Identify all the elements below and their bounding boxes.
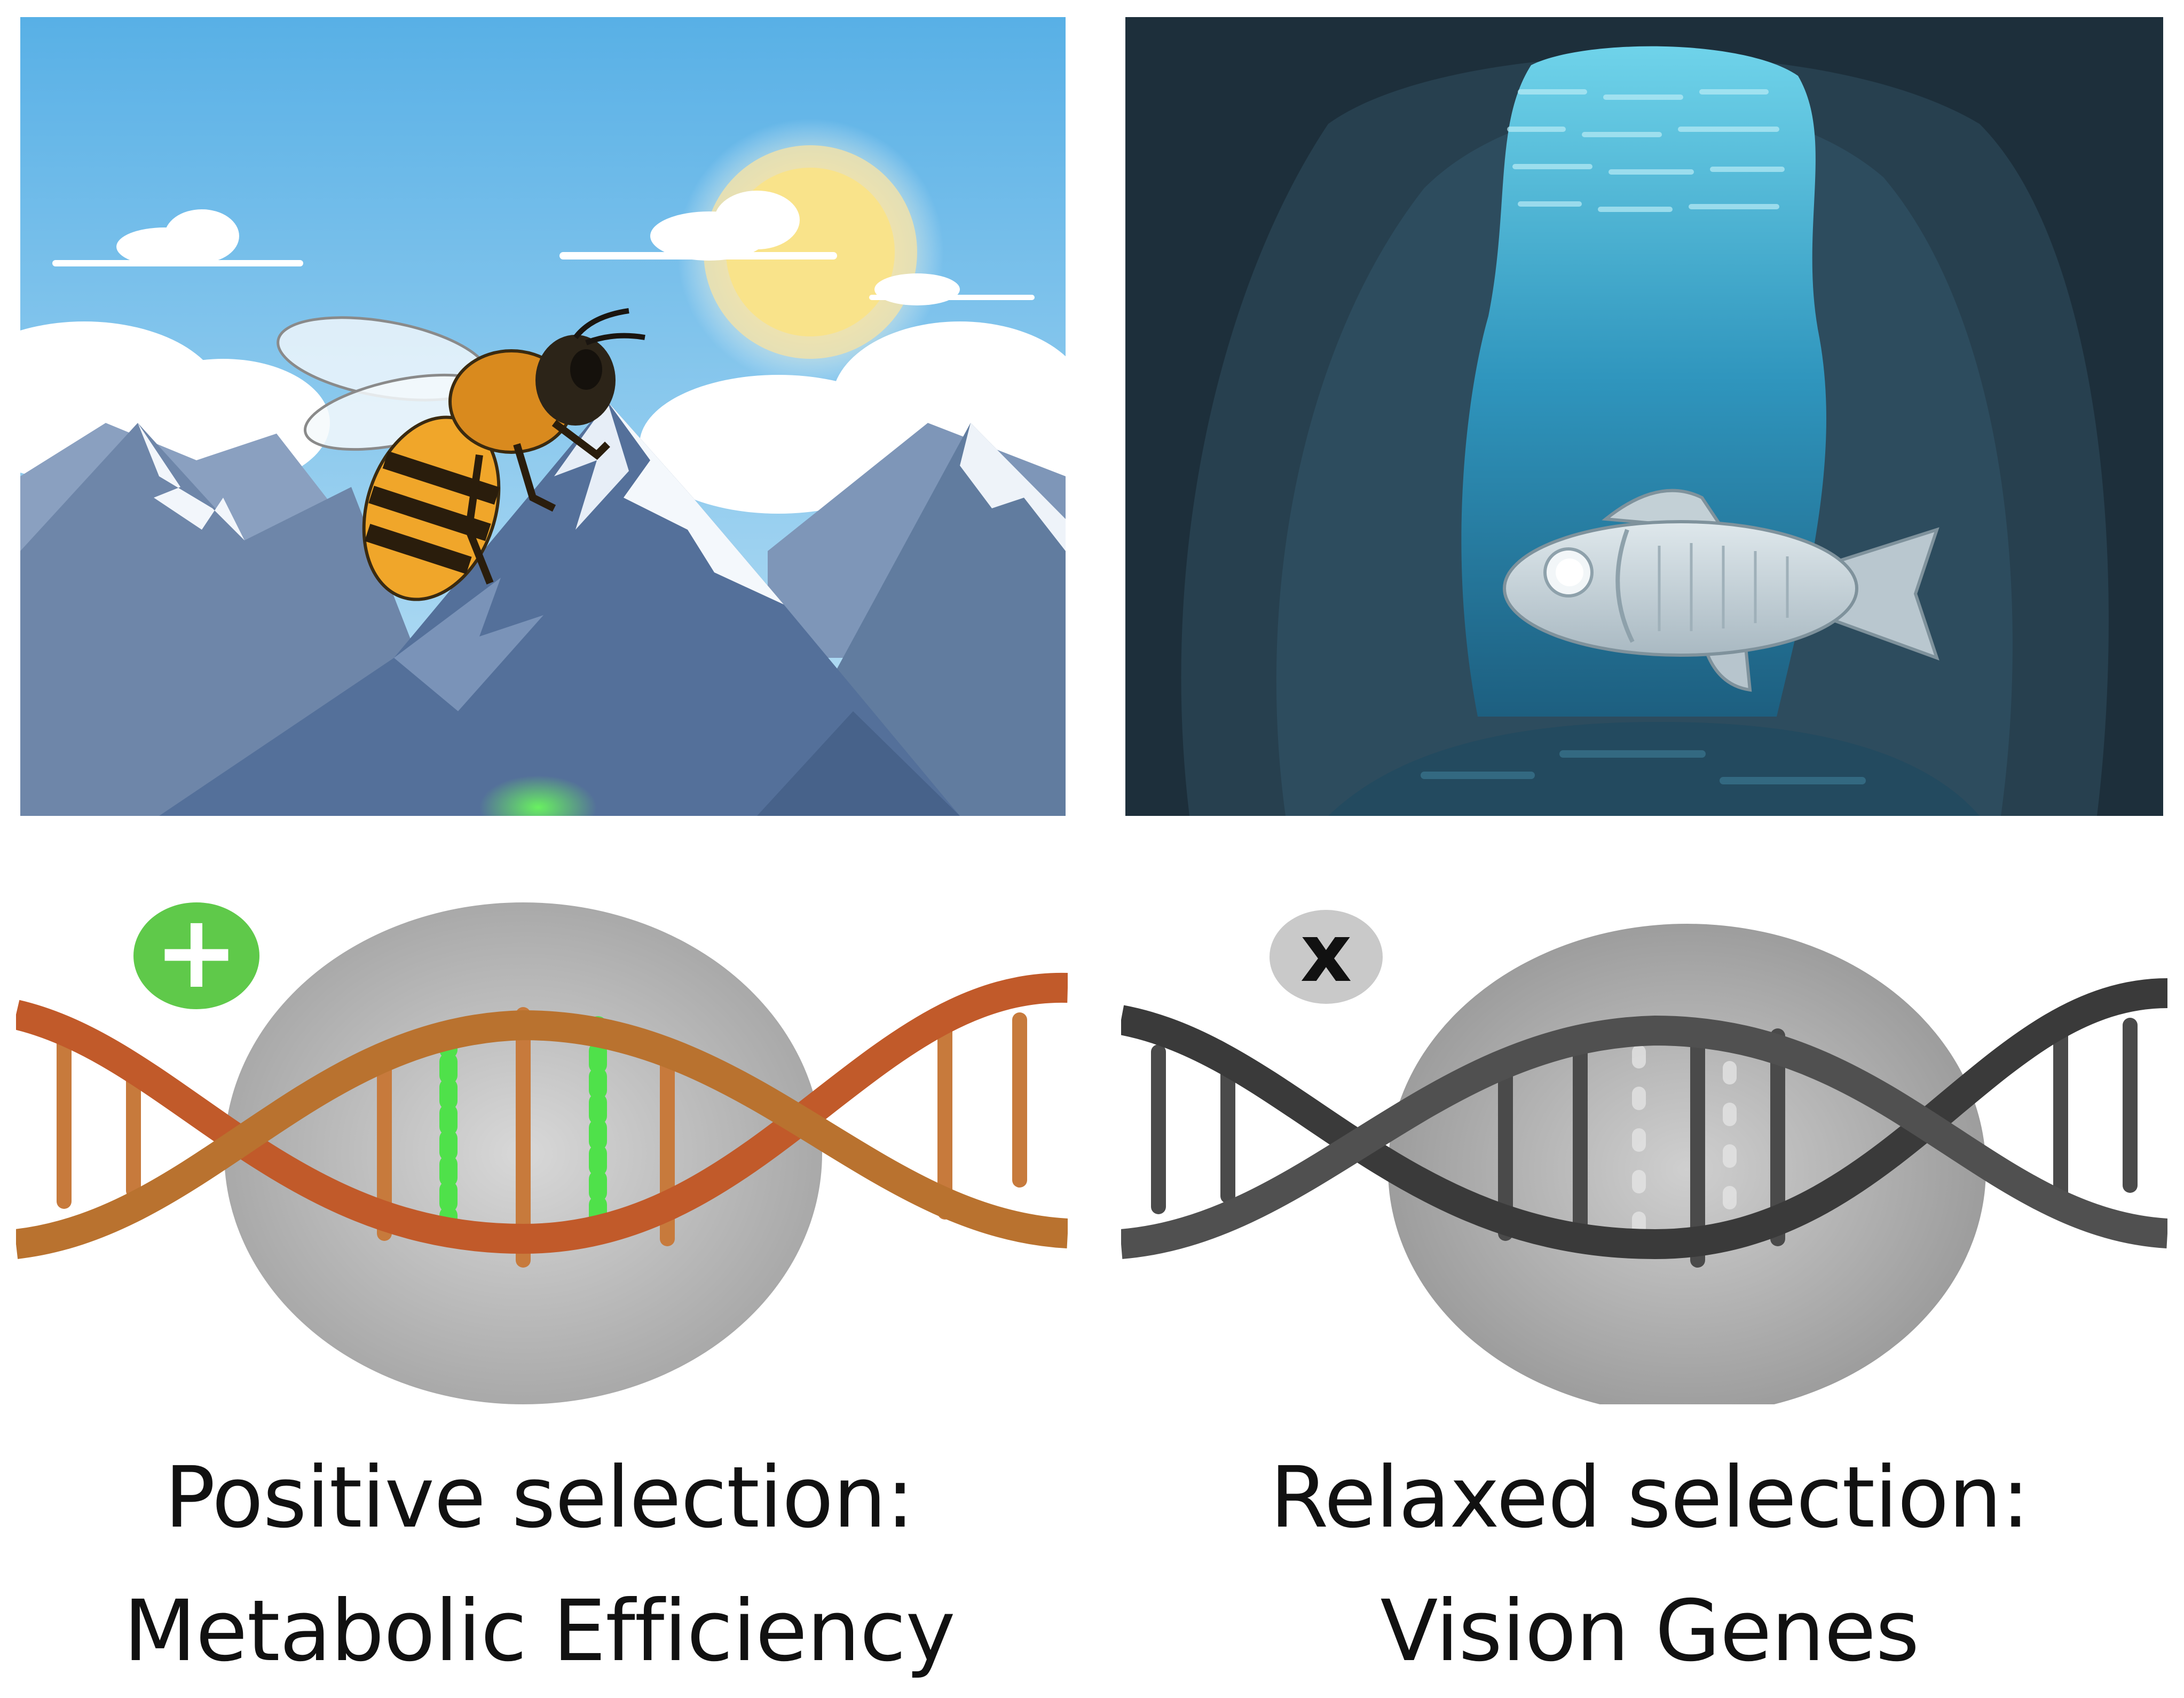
green-glow	[479, 775, 597, 816]
cave-fish-illustration	[1125, 17, 2163, 816]
caption-left-line1: Positive selection:	[164, 1449, 914, 1547]
dna-helix-relaxed	[1118, 892, 2169, 1415]
bee-icon	[277, 308, 645, 601]
plus-badge: +	[133, 893, 259, 1011]
caption-left-line2: Metabolic Efficiency	[123, 1582, 956, 1680]
dna-backbone-1	[12, 972, 1068, 1254]
highlighted-genes	[439, 1016, 607, 1243]
main-peak	[159, 402, 960, 816]
dna-backbone-1	[1118, 978, 2168, 1260]
x-icon: x	[1300, 907, 1352, 1000]
caption-right-line1: Relaxed selection:	[1270, 1449, 2030, 1547]
dna-left-svg	[12, 902, 1069, 1404]
dna-helix-positive	[12, 892, 1069, 1404]
fish-icon	[1503, 489, 1939, 692]
water-ripples	[1507, 89, 1785, 212]
dna-backbone-2	[1119, 1015, 2169, 1259]
plus-icon: +	[154, 893, 239, 1011]
faded-genes	[1632, 1045, 1737, 1240]
x-badge: x	[1270, 910, 1383, 1004]
mountain-bee-illustration	[20, 17, 1066, 816]
mountain-scene-svg	[20, 17, 1066, 816]
dna-right-svg	[1118, 924, 2169, 1415]
caption-right-line2: Vision Genes	[1380, 1582, 1919, 1680]
cave-scene-svg	[1125, 17, 2163, 816]
dna-backbone-2	[14, 1010, 1069, 1259]
